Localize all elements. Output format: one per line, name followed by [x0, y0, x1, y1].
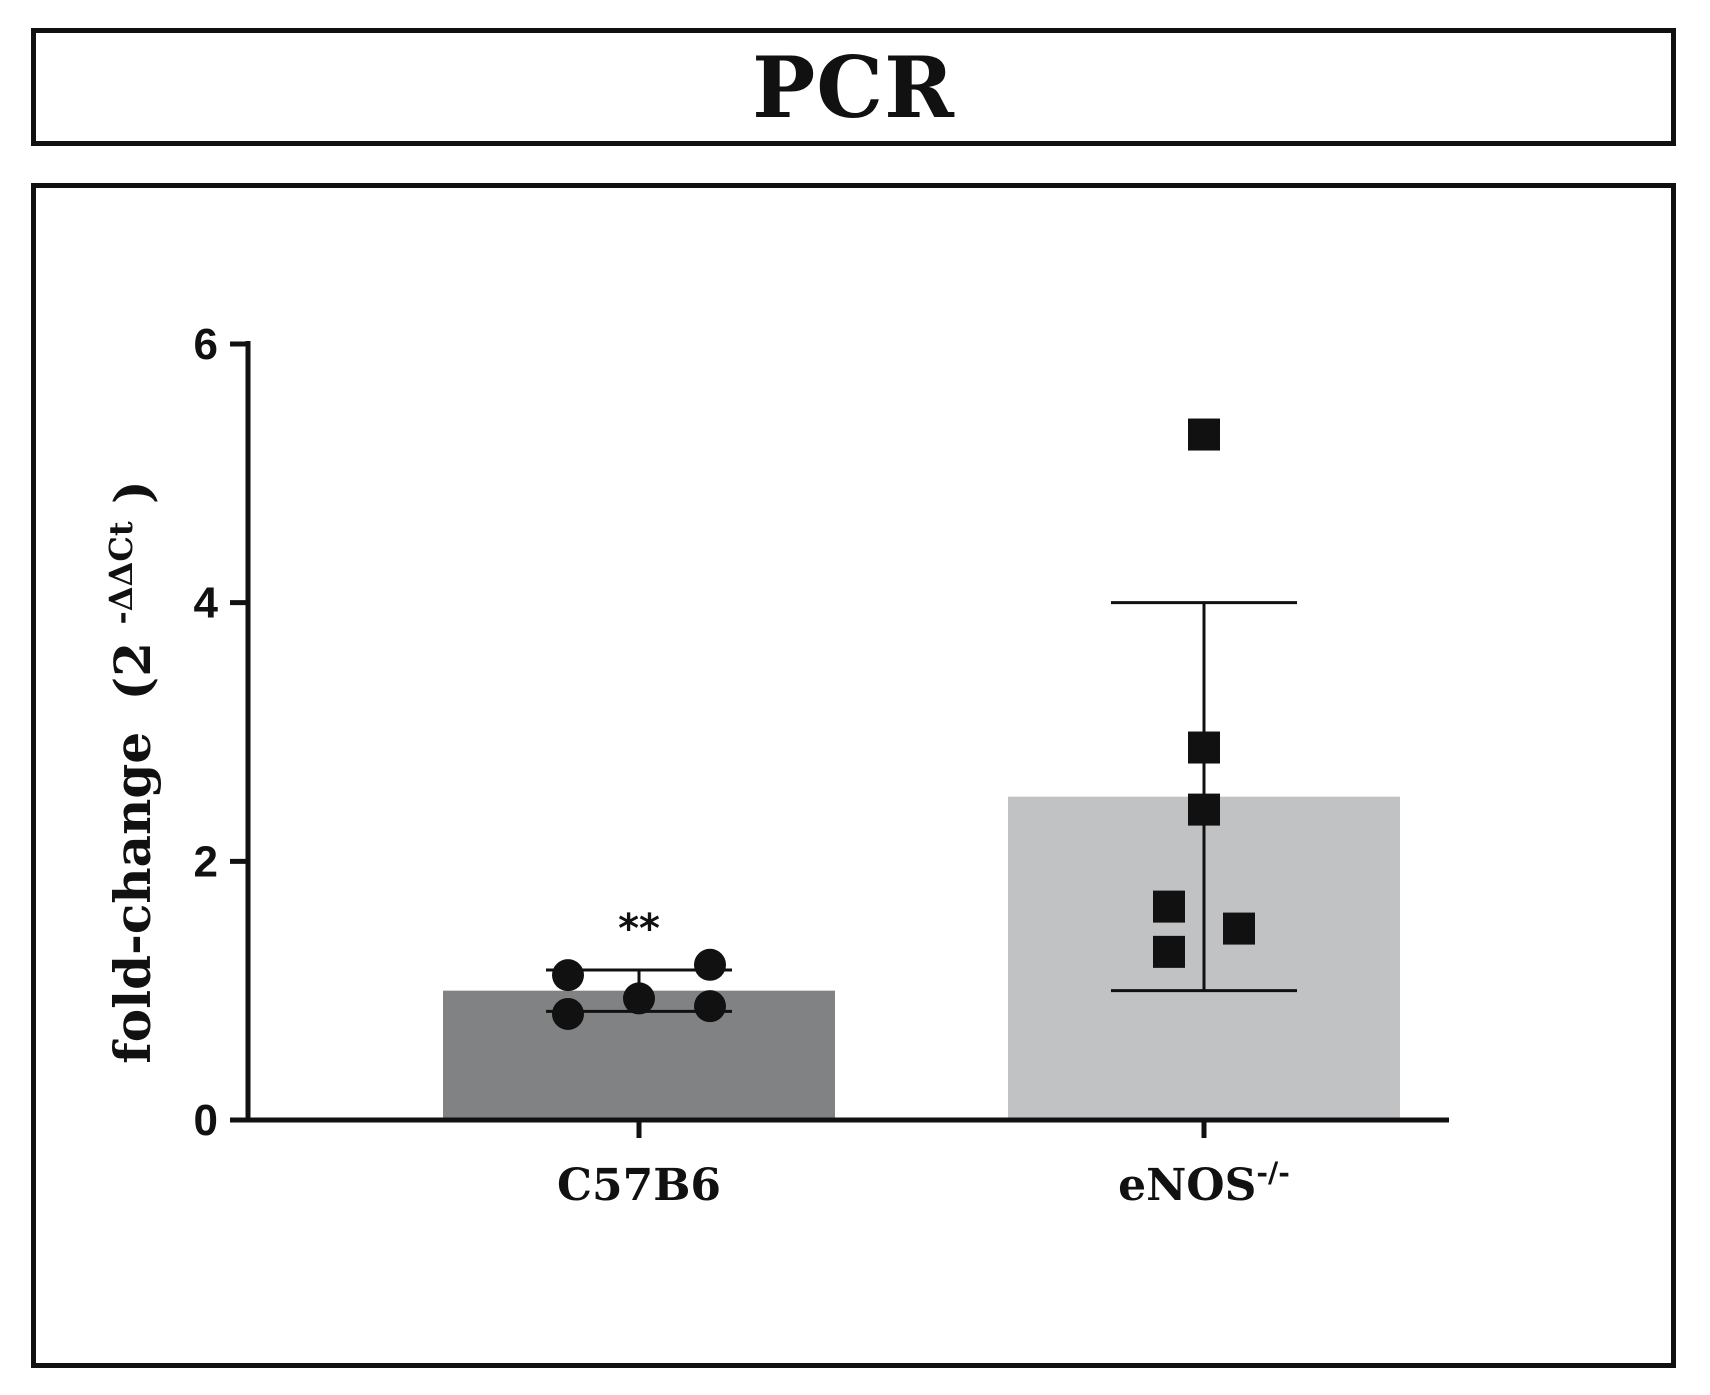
chart-title: PCR — [752, 37, 955, 137]
x-tick-label-1: eNOS-/- — [1118, 1156, 1290, 1211]
data-point-0-4 — [694, 990, 726, 1023]
data-point-1-0 — [1188, 418, 1220, 451]
data-point-0-1 — [552, 997, 584, 1030]
y-tick-label-1: 2 — [194, 837, 218, 886]
y-tick-label-2: 4 — [194, 579, 219, 628]
y-axis-title: fold-change (2 -ΔΔCt ) — [85, 480, 162, 1063]
data-point-1-4 — [1223, 912, 1255, 945]
x-tick-label-0: C57B6 — [557, 1160, 721, 1211]
y-axis-title-paren-open: (2 — [103, 642, 162, 700]
bar-chart: 0 2 4 6 C57B6 eNOS-/- ** fold-change (2 -ΔΔC… — [85, 320, 1449, 1211]
y-axis-title-main: fold-change — [103, 732, 162, 1064]
x-tick-label-superscript-1: -/- — [1256, 1156, 1289, 1189]
data-point-1-2 — [1188, 793, 1220, 826]
chart-panel: 0 2 4 6 C57B6 eNOS-/- ** fold-change (2 -ΔΔC… — [31, 183, 1676, 1368]
data-point-1-1 — [1188, 731, 1220, 764]
y-axis-title-superscript: -ΔΔCt — [102, 521, 140, 624]
significance-annotation-0: ** — [618, 906, 660, 952]
y-tick-label-0: 0 — [194, 1096, 218, 1145]
x-tick-label-text-0: C57B6 — [557, 1160, 721, 1211]
data-point-0-3 — [694, 948, 726, 981]
data-point-0-2 — [623, 982, 655, 1015]
data-point-1-3 — [1153, 890, 1185, 923]
chart-title-box: PCR — [31, 28, 1676, 146]
y-axis-title-paren-close: ) — [103, 480, 162, 504]
data-point-1-5 — [1153, 935, 1185, 968]
y-tick-label-3: 6 — [194, 320, 218, 369]
data-point-0-0 — [552, 959, 584, 992]
x-tick-label-text-1: eNOS — [1118, 1160, 1256, 1211]
